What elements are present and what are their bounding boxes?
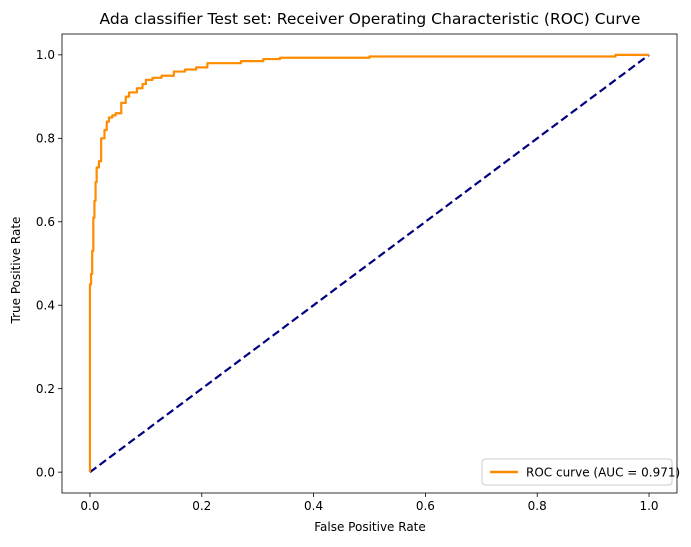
x-axis-ticks: 0.0 0.2 0.4 0.6 0.8 1.0 xyxy=(80,493,659,513)
roc-curve-line xyxy=(88,53,650,473)
x-tick-label: 1.0 xyxy=(639,499,658,513)
y-tick-label: 0.0 xyxy=(36,465,55,479)
series-layer xyxy=(88,53,650,474)
chart-title: Ada classifier Test set: Receiver Operat… xyxy=(100,10,641,28)
x-tick-label: 0.2 xyxy=(192,499,211,513)
plot-area xyxy=(61,33,678,494)
y-tick-label: 0.8 xyxy=(36,132,55,146)
x-tick-label: 0.8 xyxy=(528,499,547,513)
axes-frame xyxy=(61,33,678,494)
y-axis-ticks: 0.0 0.2 0.4 0.6 0.8 1.0 xyxy=(36,48,62,479)
y-tick-label: 1.0 xyxy=(36,48,55,62)
y-tick-label: 0.6 xyxy=(36,215,55,229)
legend-label-roc: ROC curve (AUC = 0.971) xyxy=(526,466,680,480)
y-axis-label: True Positive Rate xyxy=(9,217,23,325)
y-tick-label: 0.4 xyxy=(36,299,55,313)
legend: ROC curve (AUC = 0.971) xyxy=(481,458,680,486)
chance-diagonal-line xyxy=(89,53,650,474)
y-tick-label: 0.2 xyxy=(36,382,55,396)
x-tick-label: 0.0 xyxy=(80,499,99,513)
x-axis-label: False Positive Rate xyxy=(314,520,426,534)
x-tick-label: 0.4 xyxy=(304,499,323,513)
x-tick-label: 0.6 xyxy=(416,499,435,513)
legend-box xyxy=(481,458,673,486)
